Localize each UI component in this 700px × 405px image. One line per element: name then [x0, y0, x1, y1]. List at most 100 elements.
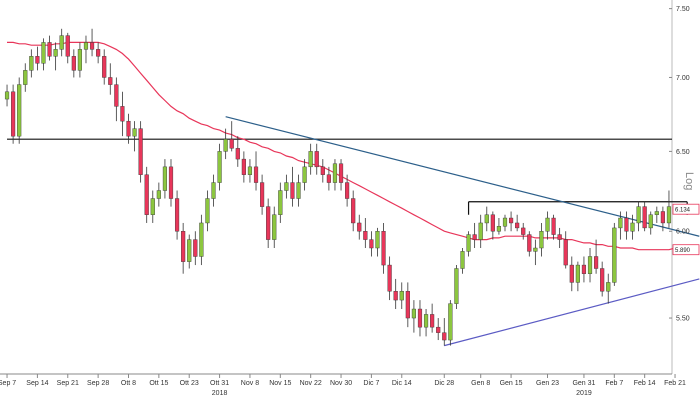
candle-body — [65, 35, 70, 57]
candle-body — [484, 214, 489, 224]
candle — [174, 190, 180, 240]
candle-body — [417, 308, 423, 328]
candle — [387, 256, 392, 301]
candle — [181, 222, 186, 274]
candle — [527, 231, 532, 257]
candle — [229, 121, 234, 152]
x-tick-label: Nov 15 — [269, 380, 291, 387]
candle-body — [648, 214, 653, 229]
candle-body — [612, 227, 617, 283]
candle-body — [41, 42, 46, 64]
candle — [442, 318, 447, 346]
x-tick-label: Sep 7 — [0, 380, 16, 387]
candle — [211, 174, 216, 207]
candle-body — [260, 182, 265, 207]
candle-body — [442, 332, 447, 341]
candle — [120, 91, 125, 137]
candle-body — [181, 231, 186, 262]
moving-average-line — [7, 41, 694, 251]
candle — [77, 42, 82, 78]
candle — [296, 174, 301, 207]
candle-body — [53, 49, 58, 57]
candle — [132, 121, 137, 152]
candle-body — [126, 120, 131, 137]
x-tick-label: Ott 15 — [149, 380, 168, 387]
candle — [47, 35, 52, 61]
candle — [369, 231, 374, 257]
candle — [266, 198, 271, 249]
candle-body — [17, 84, 22, 137]
candle-body — [71, 56, 76, 71]
year-label: 2018 — [212, 390, 228, 397]
x-tick-label: Feb 14 — [634, 380, 656, 387]
y-tick-label: 6.50 — [676, 149, 690, 156]
candle — [430, 303, 435, 333]
x-tick-label: Nov 22 — [300, 380, 322, 387]
candle — [660, 206, 665, 232]
candle — [411, 300, 416, 333]
grid — [0, 0, 673, 375]
candle-body — [594, 256, 599, 269]
candles — [4, 28, 672, 346]
candle — [290, 166, 295, 207]
candle-body — [345, 182, 350, 199]
candle — [569, 256, 574, 292]
candle — [472, 222, 477, 249]
candle-body — [290, 182, 295, 199]
x-tick-label: Gen 23 — [536, 380, 559, 387]
year-label: 2019 — [576, 390, 592, 397]
y-tick-label: 6.00 — [676, 229, 690, 236]
candle — [575, 261, 580, 292]
candle-body — [320, 166, 325, 175]
price-label-box — [672, 203, 700, 215]
x-tick-label: Nov 8 — [241, 380, 259, 387]
candle-body — [508, 217, 514, 224]
candle — [600, 261, 605, 297]
candle — [162, 159, 168, 199]
candle-body — [405, 291, 410, 319]
candle — [199, 214, 204, 266]
candle — [102, 49, 107, 85]
candle-body — [4, 91, 10, 100]
candle — [393, 278, 398, 310]
candle-body — [308, 151, 313, 168]
candle-body — [247, 166, 253, 175]
candle — [126, 113, 131, 144]
candle — [666, 190, 672, 228]
price-labels: 6.134 5.890 — [672, 203, 700, 256]
candle — [144, 166, 149, 223]
x-tick-label: Feb 21 — [664, 380, 686, 387]
candle — [460, 248, 465, 274]
candle-body — [563, 239, 568, 266]
candle-body — [235, 148, 240, 160]
candle-body — [205, 198, 210, 224]
candle — [642, 201, 647, 232]
candle — [114, 77, 119, 122]
candle — [515, 214, 520, 232]
candle — [150, 190, 155, 223]
candle — [381, 222, 386, 274]
x-tick-label: Gen 15 — [500, 380, 523, 387]
x-tick-label: Gen 31 — [572, 380, 595, 387]
candle-body — [515, 222, 520, 229]
candle-body — [642, 206, 647, 229]
candle-body — [666, 206, 672, 224]
candle — [563, 231, 568, 269]
y-axis: 7.50 7.00 6.50 6.00 5.50 — [669, 6, 690, 323]
candle — [417, 300, 423, 337]
candle-body — [575, 264, 580, 283]
candle — [11, 84, 16, 144]
x-tick-label: Nov 30 — [330, 380, 352, 387]
candle-body — [83, 42, 89, 50]
candle-body — [120, 106, 125, 122]
candle-body — [502, 217, 508, 227]
candle — [478, 214, 483, 249]
x-tick-label: Ott 8 — [121, 380, 136, 387]
candle-body — [11, 91, 16, 137]
candle — [284, 174, 289, 199]
candle-body — [314, 151, 319, 168]
candle — [302, 159, 307, 191]
candle-body — [636, 206, 641, 224]
candle-body — [144, 174, 149, 215]
candle — [448, 300, 453, 346]
